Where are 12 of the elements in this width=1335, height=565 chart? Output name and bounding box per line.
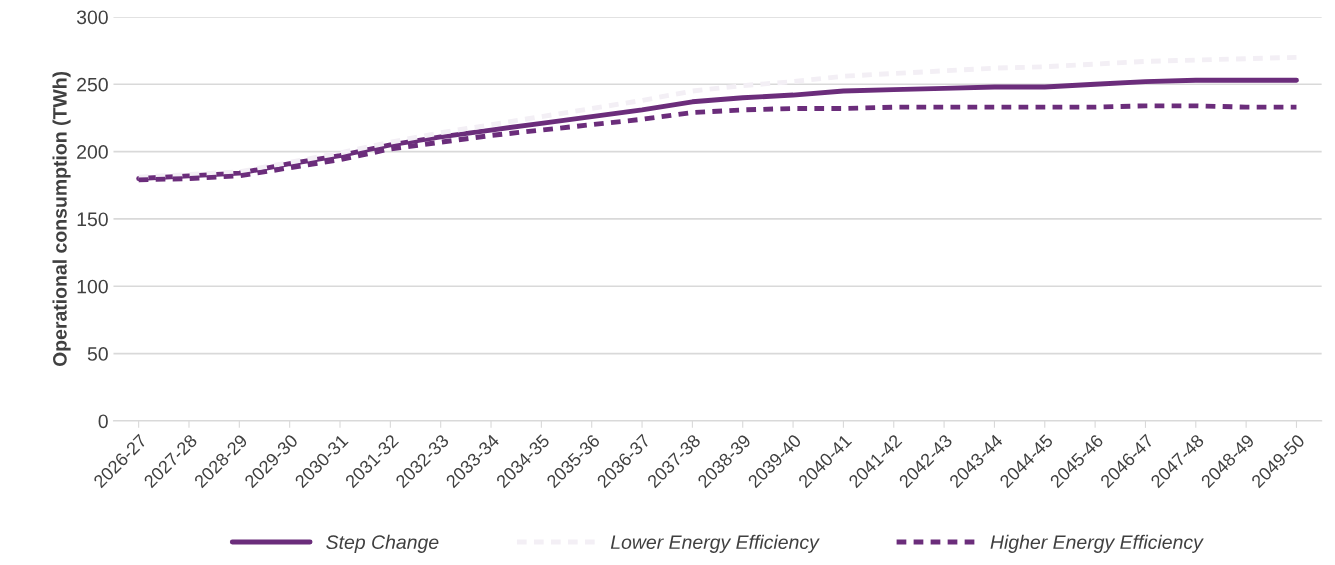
y-tick-label: 100 bbox=[77, 279, 108, 294]
line-series bbox=[136, 54, 1299, 180]
y-tick-label: 150 bbox=[77, 212, 108, 227]
y-tick-label: 50 bbox=[87, 347, 108, 361]
y-tick-label: 300 bbox=[76, 10, 108, 25]
y-axis-title: Operational consumption (TWh) bbox=[52, 71, 71, 367]
legend-label: Higher Energy Efficiency bbox=[990, 534, 1204, 553]
y-tick-label: 0 bbox=[98, 414, 108, 429]
y-tick-label: 250 bbox=[77, 77, 108, 92]
y-tick-label: 200 bbox=[77, 145, 108, 159]
legend-label: Step Change bbox=[326, 534, 439, 553]
legend-label: Lower Energy Efficiency bbox=[610, 534, 820, 553]
